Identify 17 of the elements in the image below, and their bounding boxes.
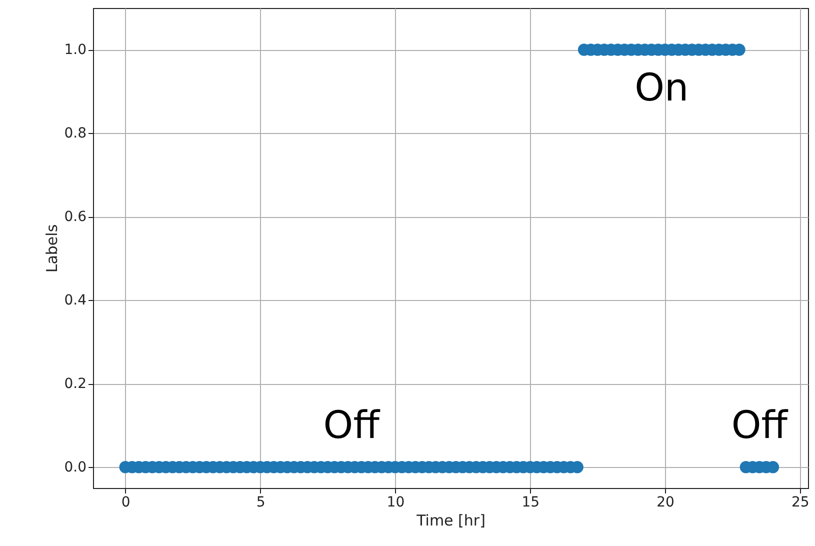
y-tick-label: 0.2 [64, 376, 86, 392]
annotation: On [634, 66, 689, 110]
x-tick-label: 0 [121, 494, 130, 510]
x-tick-label: 20 [656, 494, 674, 510]
x-tick-label: 25 [791, 494, 810, 510]
x-tick-label: 5 [256, 494, 266, 510]
y-tick-label: 0.4 [64, 292, 87, 309]
x-axis-title: Time [hr] [416, 512, 486, 530]
y-tick-label: 1.0 [64, 42, 86, 58]
x-tick-label: 10 [386, 494, 405, 510]
annotation: Off [323, 403, 380, 448]
y-axis-title: Labels [43, 224, 62, 273]
y-tick-label: 0.8 [64, 126, 86, 142]
x-tick-label: 15 [522, 494, 540, 510]
y-tick-label: 0.0 [64, 460, 86, 476]
annotation: Off [731, 403, 788, 448]
y-tick-label: 0.6 [64, 209, 87, 226]
